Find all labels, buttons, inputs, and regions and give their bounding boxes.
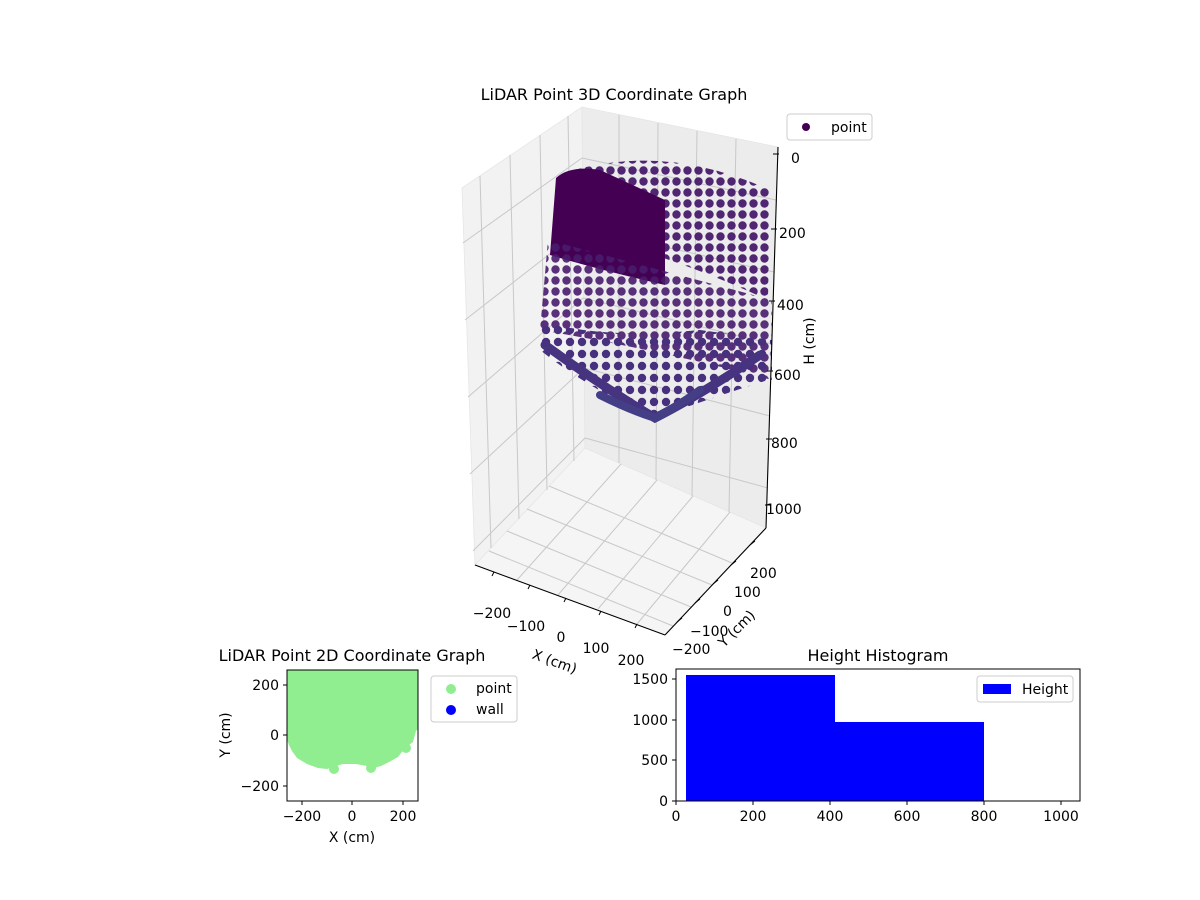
plot3d-xtick-label: −100 xyxy=(507,619,545,635)
plot3d-xtick-label: −200 xyxy=(473,606,511,622)
svg-text:0: 0 xyxy=(659,794,668,810)
plot3d-legend: point xyxy=(786,113,873,141)
plot3d-title: LiDAR Point 3D Coordinate Graph xyxy=(481,85,748,104)
svg-text:400: 400 xyxy=(817,809,844,825)
plot3d-ytick-label: 0 xyxy=(723,604,732,620)
plot3d-z-ticks: 0 200 400 600 800 1000 H (cm) xyxy=(765,151,818,518)
svg-text:800: 800 xyxy=(971,809,998,825)
svg-text:1500: 1500 xyxy=(632,672,668,688)
plot3d-ytick-label: −200 xyxy=(672,642,710,658)
plot2d-ticks xyxy=(283,684,404,805)
plot3d-xtick-label: 100 xyxy=(583,641,610,657)
svg-text:500: 500 xyxy=(641,753,668,769)
plot3d-ytick-label: 200 xyxy=(750,566,777,582)
plot3d-ztick-label: 400 xyxy=(777,298,804,314)
plot3d-ztick-label: 1000 xyxy=(766,502,802,518)
svg-text:0: 0 xyxy=(270,728,279,744)
svg-text:−200: −200 xyxy=(283,809,321,825)
svg-text:1000: 1000 xyxy=(632,713,668,729)
svg-text:200: 200 xyxy=(390,809,417,825)
svg-text:200: 200 xyxy=(740,809,767,825)
plot3d-ytick-label: −100 xyxy=(690,624,728,640)
histogram-bar xyxy=(686,674,836,801)
legend-height-swatch-icon xyxy=(983,684,1011,694)
svg-text:1000: 1000 xyxy=(1043,809,1079,825)
legend-label: Height xyxy=(1022,682,1069,698)
plot3d-ztick-label: 600 xyxy=(774,368,801,384)
plot2d-point-region xyxy=(287,670,418,774)
histogram-bar xyxy=(835,721,984,801)
plot3d-ztick-label: 0 xyxy=(791,151,800,167)
legend-point-marker-icon xyxy=(446,684,456,694)
plot2d-legend: point wall xyxy=(430,675,518,723)
svg-text:0: 0 xyxy=(672,809,681,825)
svg-text:200: 200 xyxy=(252,678,279,694)
plot3d-ztick-label: 800 xyxy=(771,436,798,452)
histogram-tick-labels: 0 200 400 600 800 1000 0 500 1000 1500 xyxy=(632,672,1078,825)
svg-text:600: 600 xyxy=(894,809,921,825)
histogram-ticks xyxy=(672,678,1062,805)
svg-text:−200: −200 xyxy=(241,779,279,795)
plot2d-title: LiDAR Point 2D Coordinate Graph xyxy=(219,646,486,665)
plot2d-tick-labels: −200 0 200 200 0 −200 xyxy=(241,678,417,825)
plot3d-ztick-label: 200 xyxy=(779,226,806,242)
legend-label: point xyxy=(476,681,512,697)
plot2d-ylabel: Y (cm) xyxy=(218,712,234,758)
legend-point-marker-icon xyxy=(802,123,810,131)
svg-text:0: 0 xyxy=(348,809,357,825)
histogram-legend: Height xyxy=(976,675,1074,703)
histogram-title: Height Histogram xyxy=(808,646,949,665)
plot3d-point-cloud xyxy=(538,160,772,424)
plot3d: LiDAR Point 3D Coordinate Graph xyxy=(461,85,873,678)
plot3d-zlabel: H (cm) xyxy=(802,317,818,364)
plot3d-xtick-label: 0 xyxy=(557,630,566,646)
histogram: Height Histogram 0 200 400 600 800 1000 … xyxy=(632,646,1081,825)
plot3d-xlabel: X (cm) xyxy=(530,647,579,678)
plot3d-xtick-label: 200 xyxy=(618,653,645,669)
legend-wall-marker-icon xyxy=(446,705,456,715)
plot2d-xlabel: X (cm) xyxy=(329,830,375,846)
plot2d: LiDAR Point 2D Coordinate Graph −200 0 2… xyxy=(218,646,518,846)
legend-label: point xyxy=(831,120,867,136)
plot3d-ytick-label: 100 xyxy=(734,585,761,601)
histogram-bars xyxy=(686,674,984,801)
legend-label: wall xyxy=(476,702,504,718)
